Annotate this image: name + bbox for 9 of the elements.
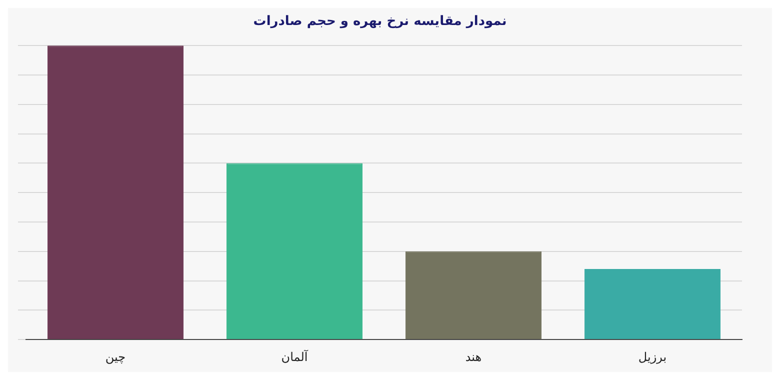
bar (226, 163, 363, 340)
x-tick-label: چین (105, 350, 126, 364)
bar (584, 269, 721, 340)
chart-title: نمودار مقایسه نرخ بهره و حجم صادرات (253, 14, 507, 30)
bar (405, 251, 542, 340)
x-tick-label: آلمان (281, 348, 308, 364)
bar (47, 46, 184, 340)
x-tick-label: برزیل (638, 350, 667, 364)
x-tick-label: هند (465, 350, 482, 364)
